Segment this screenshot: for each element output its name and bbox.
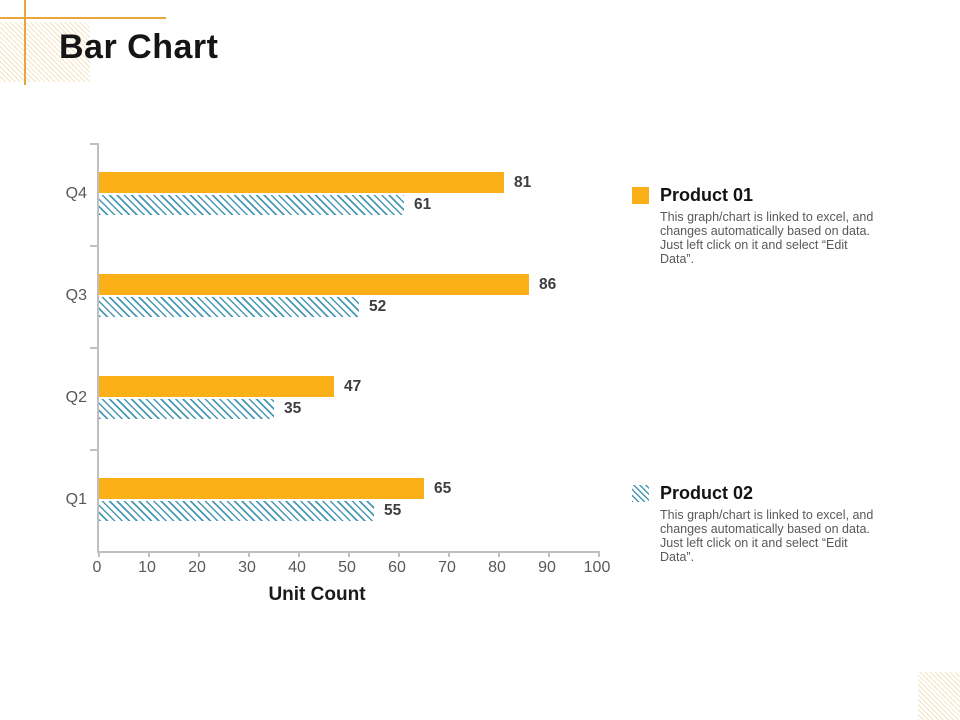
value-label-product-02-q3: 52: [369, 298, 387, 315]
value-label-product-01-q2: 47: [344, 377, 362, 395]
corner-hatch-decoration-top-left: [0, 22, 90, 82]
x-axis-title: Unit Count: [268, 584, 366, 605]
product-02-swatch-icon: [632, 485, 649, 502]
slide-title: Bar Chart: [59, 28, 219, 66]
x-axis-tick-label: 100: [583, 559, 611, 576]
legend-item-product-02: Product 02 This graph/chart is linked to…: [632, 483, 884, 565]
bar-chart-plot-area[interactable]: Q4 81 61 Q3 86 52 Q2 47 35 Q1 65 55: [66, 143, 600, 557]
x-axis-tick-label: 10: [138, 559, 156, 576]
legend-header: Product 02: [632, 483, 884, 504]
gold-vertical-line-decoration: [24, 0, 26, 85]
value-label-product-01-q3: 86: [539, 275, 557, 293]
bar-product-01-q3[interactable]: [99, 274, 529, 295]
value-label-product-02-q4: 61: [414, 196, 432, 213]
y-axis-tick-mark: [90, 449, 99, 451]
y-axis-tick-mark: [90, 347, 99, 349]
y-axis-tick-mark: [90, 245, 99, 247]
value-label-product-02-q2: 35: [284, 400, 302, 417]
x-axis-tick-label: 30: [238, 559, 256, 576]
legend-label: Product 01: [660, 185, 754, 205]
value-label-product-02-q1: 55: [384, 502, 402, 519]
x-axis-tick-mark: [448, 551, 450, 557]
bar-product-01-q2[interactable]: [99, 376, 334, 397]
x-axis-tick-label: 20: [188, 559, 206, 576]
x-axis-tick-mark: [98, 551, 100, 557]
x-axis-tick-mark: [298, 551, 300, 557]
corner-hatch-decoration-bottom-right: [918, 672, 960, 720]
legend-item-product-01: Product 01 This graph/chart is linked to…: [632, 185, 884, 267]
x-axis-tick-mark: [548, 551, 550, 557]
x-axis-tick-label: 60: [388, 559, 406, 576]
x-axis-tick-mark: [598, 551, 600, 557]
x-axis-tick-label: 90: [538, 559, 556, 576]
x-axis-tick-label: 70: [438, 559, 456, 576]
x-axis-tick-label: 0: [92, 559, 102, 576]
x-axis-tick-label: 40: [288, 559, 306, 576]
bar-product-02-q1[interactable]: [99, 501, 374, 521]
x-axis-tick-mark: [398, 551, 400, 557]
x-axis-tick-mark: [498, 551, 500, 557]
x-axis-tick-labels: 0 10 20 30 40 50 60 70 80 90 100: [93, 559, 611, 579]
bar-product-02-q4[interactable]: [99, 195, 404, 215]
bar-product-02-q3[interactable]: [99, 297, 359, 317]
x-axis-tick-mark: [248, 551, 250, 557]
category-label-q2: Q2: [65, 389, 87, 406]
bar-product-02-q2[interactable]: [99, 399, 274, 419]
x-axis-tick-label: 80: [488, 559, 506, 576]
bar-product-01-q4[interactable]: [99, 172, 504, 193]
value-label-product-01-q4: 81: [514, 173, 532, 191]
bar-product-01-q1[interactable]: [99, 478, 424, 499]
legend-label: Product 02: [660, 483, 754, 503]
y-axis-tick-mark: [90, 143, 99, 145]
legend-header: Product 01: [632, 185, 884, 206]
product-01-swatch-icon: [632, 187, 649, 204]
legend-description: This graph/chart is linked to excel, and…: [660, 508, 874, 565]
x-axis-tick-mark: [198, 551, 200, 557]
category-label-q1: Q1: [65, 491, 87, 508]
category-label-q3: Q3: [65, 287, 87, 304]
legend-description: This graph/chart is linked to excel, and…: [660, 210, 874, 267]
category-label-q4: Q4: [65, 185, 87, 202]
x-axis-tick-label: 50: [338, 559, 356, 576]
value-label-product-01-q1: 65: [434, 479, 452, 497]
gold-horizontal-line-decoration: [0, 17, 166, 19]
x-axis-tick-mark: [348, 551, 350, 557]
x-axis-tick-mark: [148, 551, 150, 557]
